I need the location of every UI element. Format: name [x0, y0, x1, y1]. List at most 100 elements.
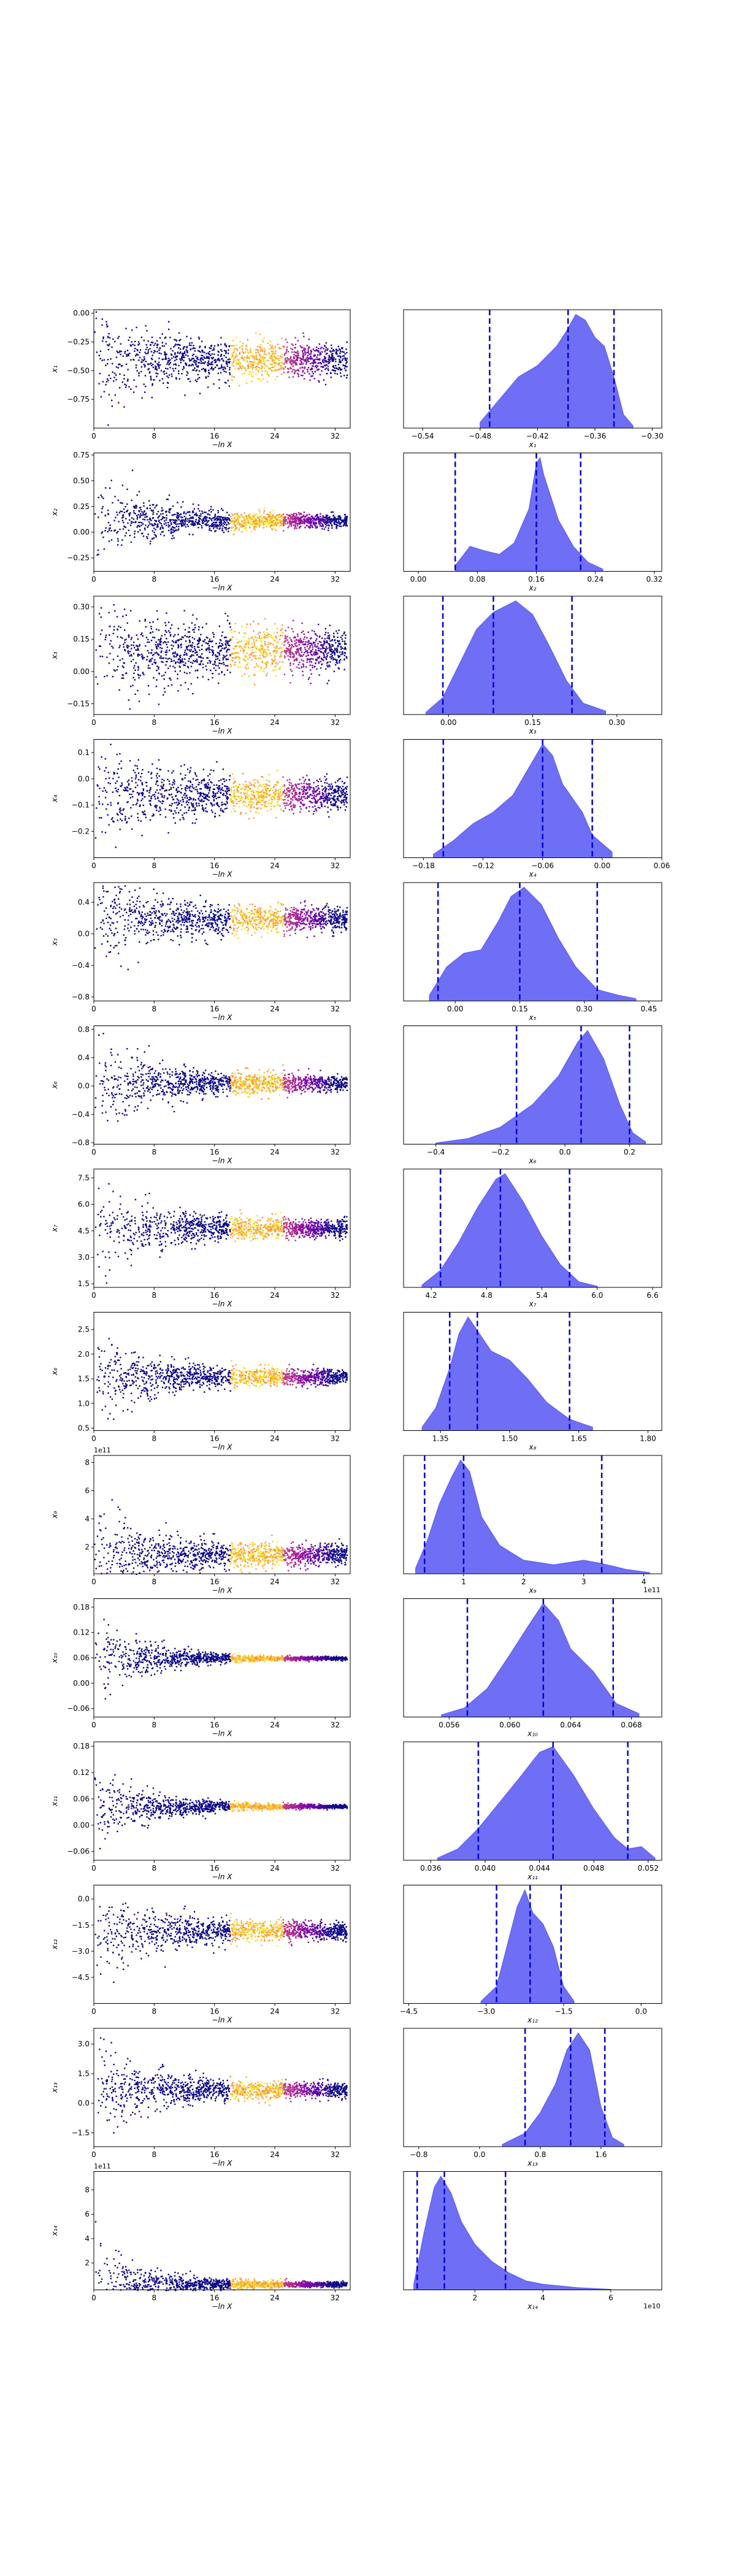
scatter-point — [143, 513, 145, 516]
scatter-point — [173, 346, 175, 348]
scatter-point — [213, 517, 215, 519]
scatter-point — [315, 523, 318, 524]
scatter-point — [225, 350, 227, 352]
scatter-point — [298, 521, 300, 523]
scatter-point — [196, 358, 198, 359]
scatter-point — [171, 648, 173, 650]
scatter-point — [150, 658, 151, 661]
scatter-point — [294, 337, 296, 339]
scatter-point — [191, 517, 193, 519]
scatter-point — [245, 529, 248, 531]
scatter-point — [326, 521, 328, 523]
scatter-point — [212, 791, 214, 793]
scatter-point — [198, 336, 200, 339]
scatter-point — [342, 794, 345, 795]
scatter-point — [185, 646, 188, 648]
scatter-point — [309, 519, 312, 521]
scatter-point — [142, 795, 144, 797]
scatter-point — [212, 364, 213, 366]
scatter-point — [121, 544, 123, 546]
scatter-point — [277, 514, 279, 516]
scatter-point — [173, 656, 175, 657]
scatter-point — [253, 355, 255, 357]
scatter-point — [301, 622, 303, 624]
scatter-point — [142, 657, 144, 659]
scatter-point — [239, 646, 241, 648]
scatter-point — [283, 521, 285, 523]
scatter-point — [175, 378, 177, 380]
scatter-point — [99, 656, 101, 657]
scatter-point — [193, 508, 195, 510]
scatter-point — [189, 635, 191, 638]
scatter-point — [111, 346, 113, 348]
scatter-point — [134, 348, 136, 350]
scatter-point — [155, 361, 156, 363]
scatter-point — [304, 351, 306, 353]
scatter-point — [266, 518, 268, 520]
scatter-point — [311, 358, 313, 360]
scatter-point — [294, 516, 296, 518]
scatter-point — [140, 513, 142, 515]
scatter-point — [327, 348, 329, 350]
y-tick-label: −0.75 — [67, 395, 90, 404]
scatter-point — [323, 659, 324, 661]
scatter-point — [326, 515, 329, 516]
scatter-point — [345, 516, 347, 518]
scatter-point — [181, 525, 183, 527]
scatter-point — [321, 647, 324, 649]
scatter-point — [317, 351, 320, 353]
scatter-point — [284, 519, 286, 521]
scatter-point — [329, 634, 331, 637]
scatter-point — [197, 643, 200, 645]
scatter-point — [158, 519, 160, 521]
scatter-point — [326, 683, 328, 684]
scatter-point — [137, 649, 139, 651]
scatter-point — [210, 362, 212, 364]
scatter-point — [193, 629, 195, 631]
scatter-point — [346, 657, 348, 659]
scatter-point — [183, 352, 186, 354]
scatter-point — [229, 361, 231, 362]
scatter-point — [320, 801, 321, 803]
scatter-point — [184, 664, 186, 666]
scatter-point — [286, 371, 289, 374]
scatter-point — [194, 627, 196, 629]
scatter-point — [208, 647, 210, 649]
scatter-point — [167, 641, 169, 643]
scatter-point — [255, 357, 256, 359]
scatter-point — [333, 517, 335, 519]
scatter-point — [175, 364, 177, 366]
scatter-point — [174, 356, 177, 358]
scatter-point — [221, 358, 223, 360]
scatter-point — [163, 382, 164, 384]
scatter-point — [231, 363, 234, 365]
scatter-point — [191, 646, 193, 648]
scatter-point — [329, 797, 331, 799]
scatter-point — [113, 380, 115, 382]
scatter-point — [239, 340, 241, 343]
scatter-point — [337, 792, 339, 794]
scatter-point — [174, 531, 175, 532]
scatter-point — [302, 674, 304, 677]
scatter-point — [312, 646, 314, 648]
scatter-point — [159, 640, 161, 642]
scatter-point — [208, 362, 210, 364]
scatter-point — [291, 640, 293, 643]
scatter-point — [224, 367, 226, 370]
scatter-point — [166, 524, 167, 526]
scatter-point — [190, 345, 192, 347]
scatter-point — [174, 781, 175, 783]
scatter-point — [151, 530, 153, 532]
scatter-point — [294, 527, 296, 530]
scatter-point — [274, 669, 276, 670]
scatter-point — [283, 523, 285, 525]
scatter-point — [98, 355, 101, 356]
scatter-point — [318, 518, 320, 520]
scatter-point — [191, 784, 193, 786]
scatter-point — [253, 521, 255, 523]
scatter-point — [186, 672, 188, 675]
scatter-point — [292, 360, 294, 362]
scatter-point — [331, 650, 333, 653]
scatter-point — [307, 631, 310, 633]
scatter-point — [113, 372, 116, 374]
